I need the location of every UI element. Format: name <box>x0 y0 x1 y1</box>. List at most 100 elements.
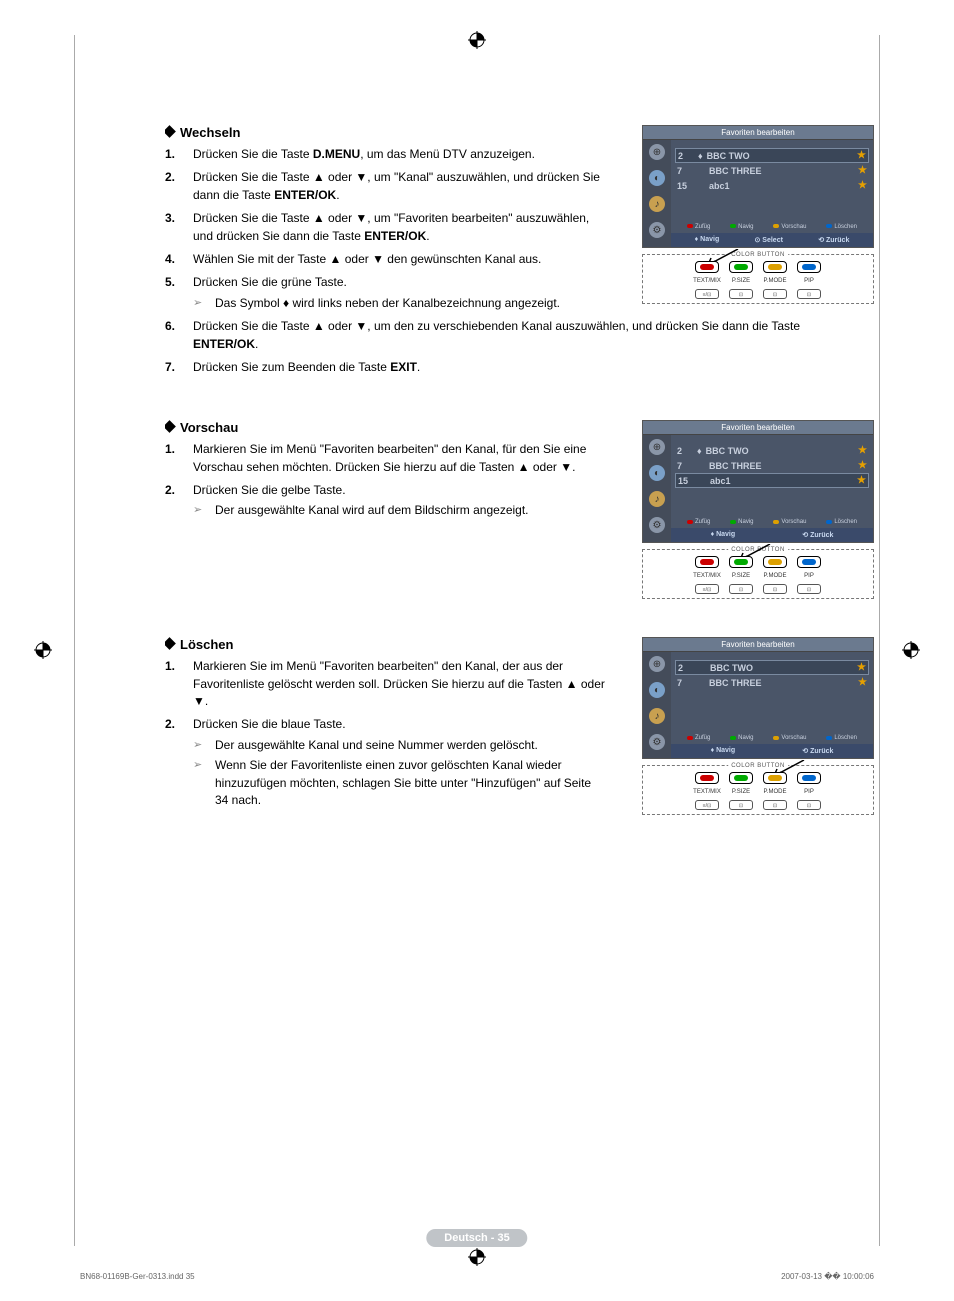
red-button-icon <box>695 772 719 784</box>
yellow-button-icon <box>763 556 787 568</box>
step-number: 7. <box>165 359 189 376</box>
blue-button-icon <box>797 556 821 568</box>
osd-footbar: ♦ Navig ⊙ Select ⟲ Zurück <box>671 233 873 247</box>
diamond-icon <box>165 420 176 433</box>
step-text: Drücken Sie die Taste ▲ oder ▼, um "Favo… <box>193 211 589 242</box>
yellow-button-icon <box>763 772 787 784</box>
setup-icon: ⚙ <box>649 222 665 238</box>
section-title: Löschen <box>165 637 605 652</box>
remote-key-icon: ⊡ <box>729 800 753 810</box>
sound-icon: ♪ <box>649 196 665 212</box>
note-icon: ➢ <box>193 738 202 754</box>
sound-icon: ♪ <box>649 491 665 507</box>
green-button-icon <box>729 261 753 273</box>
osd-footbar: ♦ Navig ⟲ Zurück <box>671 528 873 542</box>
step-number: 2. <box>165 169 189 186</box>
picture-icon: ◐ <box>649 682 665 698</box>
remote-key-icon: ≡/⊡ <box>695 584 719 594</box>
green-button-icon <box>729 772 753 784</box>
picture-icon: ◐ <box>649 170 665 186</box>
remote-label: COLOR BUTTON <box>728 763 788 769</box>
osd-preview: Favoriten bearbeiten ⊕ ◐ ♪ ⚙ 2♦BBC TWO★7… <box>642 125 874 248</box>
osd-channel-row: 2♦BBC TWO★ <box>675 148 869 163</box>
step-number: 2. <box>165 716 189 733</box>
step-text: Drücken Sie zum Beenden die Taste EXIT. <box>193 360 420 374</box>
globe-icon: ⊕ <box>649 656 665 672</box>
step-text: Markieren Sie im Menü "Favoriten bearbei… <box>193 442 586 473</box>
step-text: Drücken Sie die grüne Taste. <box>193 275 347 289</box>
section-wechseln: Wechseln 1. Drücken Sie die Taste D.MENU,… <box>165 125 874 382</box>
green-button-icon <box>729 556 753 568</box>
red-button-icon <box>695 556 719 568</box>
osd-footbar: ♦ Navig ⟲ Zurück <box>671 744 873 758</box>
remote-key-icon: ≡/⊡ <box>695 800 719 810</box>
remote-key-icon: ⊡ <box>797 289 821 299</box>
step-text: Wählen Sie mit der Taste ▲ oder ▼ den ge… <box>193 252 541 266</box>
remote-diagram: COLOR BUTTON TEXT/MIX≡/⊡ P.SIZE⊡ P.MODE⊡… <box>642 254 874 304</box>
osd-title: Favoriten bearbeiten <box>643 638 873 652</box>
osd-channel-row: 7BBC THREE★ <box>671 675 873 690</box>
note-text: Der ausgewählte Kanal und seine Nummer w… <box>215 738 538 752</box>
step-text: Markieren Sie im Menü "Favoriten bearbei… <box>193 659 605 708</box>
diamond-icon <box>165 637 176 650</box>
note-text: Der ausgewählte Kanal wird auf dem Bilds… <box>215 503 529 517</box>
osd-channel-row: 15abc1★ <box>675 473 869 488</box>
osd-title: Favoriten bearbeiten <box>643 421 873 435</box>
crop-line <box>74 35 75 1246</box>
red-button-icon <box>695 261 719 273</box>
step-number: 4. <box>165 251 189 268</box>
remote-key-icon: ⊡ <box>797 800 821 810</box>
step-text: Drücken Sie die Taste ▲ oder ▼, um den z… <box>193 319 800 350</box>
globe-icon: ⊕ <box>649 439 665 455</box>
setup-icon: ⚙ <box>649 734 665 750</box>
osd-sidebar: ⊕ ◐ ♪ ⚙ <box>643 140 671 247</box>
remote-key-icon: ≡/⊡ <box>695 289 719 299</box>
osd-channel-row: 2♦BBC TWO★ <box>671 443 873 458</box>
note-icon: ➢ <box>193 758 202 774</box>
remote-key-icon: ⊡ <box>729 289 753 299</box>
globe-icon: ⊕ <box>649 144 665 160</box>
step-number: 1. <box>165 441 189 458</box>
osd-legend: Zufüg Navig Vorschau Löschen <box>671 732 873 744</box>
osd-legend: Zufüg Navig Vorschau Löschen <box>671 221 873 233</box>
register-mark-icon <box>468 1248 486 1266</box>
register-mark-icon <box>902 641 920 659</box>
section-title: Wechseln <box>165 125 605 140</box>
remote-label: COLOR BUTTON <box>728 547 788 553</box>
osd-sidebar: ⊕ ◐ ♪ ⚙ <box>643 435 671 542</box>
step-text: Drücken Sie die gelbe Taste. <box>193 483 346 497</box>
note-text: Wenn Sie der Favoritenliste einen zuvor … <box>215 758 591 807</box>
remote-key-icon: ⊡ <box>763 289 787 299</box>
remote-diagram: COLOR BUTTON TEXT/MIX≡/⊡ P.SIZE⊡ P.MODE⊡… <box>642 549 874 599</box>
blue-button-icon <box>797 772 821 784</box>
osd-channel-row: 2BBC TWO★ <box>675 660 869 675</box>
note-icon: ➢ <box>193 296 202 312</box>
remote-key-icon: ⊡ <box>797 584 821 594</box>
osd-legend: Zufüg Navig Vorschau Löschen <box>671 516 873 528</box>
step-text: Drücken Sie die blaue Taste. <box>193 717 346 731</box>
step-number: 1. <box>165 146 189 163</box>
section-title: Vorschau <box>165 420 605 435</box>
remote-key-icon: ⊡ <box>763 800 787 810</box>
diamond-icon <box>165 125 176 138</box>
osd-channel-row: 7BBC THREE★ <box>671 163 873 178</box>
step-text: Drücken Sie die Taste D.MENU, um das Men… <box>193 147 535 161</box>
print-footer: BN68-01169B-Ger-0313.indd 35 2007-03-13 … <box>80 1272 874 1281</box>
step-text: Drücken Sie die Taste ▲ oder ▼, um "Kana… <box>193 170 600 201</box>
remote-label: COLOR BUTTON <box>728 252 788 258</box>
osd-preview: Favoriten bearbeiten ⊕ ◐ ♪ ⚙ 2♦BBC TWO★7… <box>642 420 874 543</box>
osd-channel-row: 7BBC THREE★ <box>671 458 873 473</box>
step-number: 5. <box>165 274 189 291</box>
osd-preview: Favoriten bearbeiten ⊕ ◐ ♪ ⚙ 2BBC TWO★7B… <box>642 637 874 759</box>
crop-line <box>879 35 880 1246</box>
register-mark-icon <box>468 31 486 49</box>
section-vorschau: Vorschau 1.Markieren Sie im Menü "Favori… <box>165 420 874 599</box>
osd-channel-row: 15abc1★ <box>671 178 873 193</box>
register-mark-icon <box>34 641 52 659</box>
blue-button-icon <box>797 261 821 273</box>
remote-key-icon: ⊡ <box>763 584 787 594</box>
page-number: Deutsch - 35 <box>426 1229 527 1247</box>
setup-icon: ⚙ <box>649 517 665 533</box>
section-loeschen: Löschen 1.Markieren Sie im Menü "Favorit… <box>165 637 874 815</box>
sound-icon: ♪ <box>649 708 665 724</box>
